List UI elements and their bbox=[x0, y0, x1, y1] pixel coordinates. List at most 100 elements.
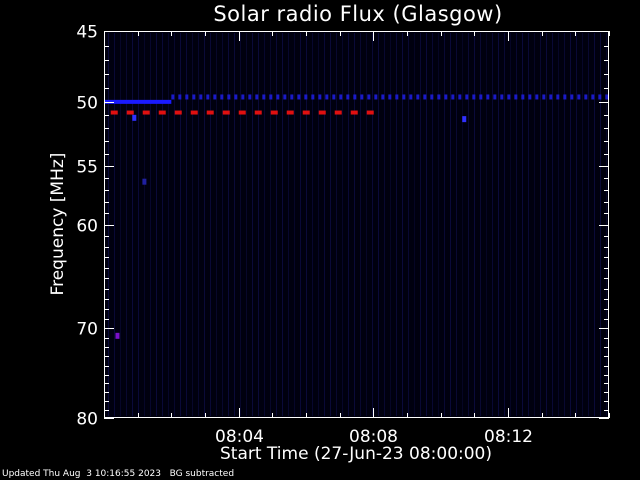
emission-band-dot bbox=[346, 94, 350, 100]
emission-band-dot bbox=[500, 94, 504, 100]
noise-stripe bbox=[144, 33, 145, 416]
emission-band-dash bbox=[254, 110, 262, 115]
emission-band-dot bbox=[465, 94, 469, 100]
emission-band-dot bbox=[577, 94, 581, 100]
noise-stripe bbox=[120, 33, 121, 416]
noise-stripe bbox=[174, 33, 175, 416]
emission-band-dot bbox=[479, 94, 483, 100]
noise-stripe bbox=[180, 33, 181, 416]
emission-band-dot bbox=[339, 94, 343, 100]
updated-timestamp: Updated Thu Aug 3 10:16:55 2023 bbox=[2, 469, 162, 479]
noise-stripe bbox=[402, 33, 403, 416]
noise-stripe bbox=[516, 33, 517, 416]
emission-band-dash bbox=[190, 110, 198, 115]
noise-stripe bbox=[282, 33, 283, 416]
noise-stripe bbox=[132, 33, 133, 416]
x-tick-label: 08:12 bbox=[484, 427, 533, 447]
noise-stripe bbox=[336, 33, 337, 416]
emission-band-dot bbox=[388, 94, 392, 100]
emission-band-dot bbox=[311, 94, 315, 100]
emission-band-dot bbox=[409, 94, 413, 100]
noise-stripe bbox=[420, 33, 421, 416]
emission-spot bbox=[462, 116, 467, 123]
y-tick-label: 60 bbox=[76, 217, 98, 237]
noise-stripe bbox=[384, 33, 385, 416]
noise-stripe bbox=[168, 33, 169, 416]
noise-stripe bbox=[456, 33, 457, 416]
emission-band-dot bbox=[381, 94, 385, 100]
y-tick-label: 80 bbox=[76, 410, 98, 430]
noise-stripe bbox=[492, 33, 493, 416]
noise-stripe bbox=[564, 33, 565, 416]
noise-stripe bbox=[366, 33, 367, 416]
emission-band-dot bbox=[507, 94, 511, 100]
bg-subtracted-note: BG subtracted bbox=[169, 469, 235, 479]
noise-stripe bbox=[504, 33, 505, 416]
emission-band-dash bbox=[350, 110, 358, 115]
emission-band-dash bbox=[110, 110, 118, 115]
noise-stripe bbox=[270, 33, 271, 416]
plot-background bbox=[104, 31, 609, 418]
emission-band-dot bbox=[472, 94, 476, 100]
emission-band-dash bbox=[270, 110, 278, 115]
noise-stripe bbox=[360, 33, 361, 416]
noise-stripe bbox=[348, 33, 349, 416]
emission-band-dot bbox=[353, 94, 357, 100]
emission-band-dot bbox=[395, 94, 399, 100]
noise-stripe bbox=[588, 33, 589, 416]
emission-band-dot bbox=[213, 94, 217, 100]
emission-band-dot bbox=[584, 94, 588, 100]
noise-stripe bbox=[606, 33, 607, 416]
noise-stripe bbox=[342, 33, 343, 416]
emission-band-dot bbox=[283, 94, 287, 100]
noise-stripe bbox=[552, 33, 553, 416]
emission-band-dot bbox=[591, 94, 595, 100]
y-tick-label: 45 bbox=[76, 23, 98, 43]
noise-stripe bbox=[312, 33, 313, 416]
time-stripes bbox=[108, 33, 607, 416]
noise-stripe bbox=[156, 33, 157, 416]
y-axis-label: Frequency [MHz] bbox=[48, 152, 68, 296]
noise-stripe bbox=[390, 33, 391, 416]
emission-band-dot bbox=[262, 94, 266, 100]
footer-status: Updated Thu Aug 3 10:16:55 2023 BG subtr… bbox=[2, 469, 234, 479]
emission-band-dot bbox=[234, 94, 238, 100]
noise-stripe bbox=[498, 33, 499, 416]
noise-stripe bbox=[354, 33, 355, 416]
noise-stripe bbox=[300, 33, 301, 416]
emission-band-dot bbox=[486, 94, 490, 100]
emission-band-dot bbox=[178, 94, 182, 100]
emission-spot bbox=[115, 332, 120, 339]
x-axis: 08:04 08:08 08:12 bbox=[104, 31, 610, 447]
emission-band-dot bbox=[430, 94, 434, 100]
emission-band-dot bbox=[402, 94, 406, 100]
emission-band-dash bbox=[174, 110, 182, 115]
noise-stripe bbox=[108, 33, 109, 416]
noise-stripe bbox=[510, 33, 511, 416]
emission-spot bbox=[142, 178, 147, 185]
y-tick-label: 70 bbox=[76, 320, 98, 340]
emission-band-dash bbox=[302, 110, 310, 115]
noise-stripe bbox=[162, 33, 163, 416]
noise-stripe bbox=[264, 33, 265, 416]
emission-spot bbox=[132, 114, 137, 121]
noise-stripe bbox=[228, 33, 229, 416]
noise-stripe bbox=[138, 33, 139, 416]
noise-stripe bbox=[576, 33, 577, 416]
noise-stripe bbox=[192, 33, 193, 416]
emission-band-dot bbox=[325, 94, 329, 100]
emission-band-solid bbox=[104, 99, 172, 104]
noise-stripe bbox=[330, 33, 331, 416]
noise-stripe bbox=[150, 33, 151, 416]
emission-band-dot bbox=[556, 94, 560, 100]
emission-band-dot bbox=[535, 94, 539, 100]
noise-stripe bbox=[468, 33, 469, 416]
emission-band-dot bbox=[444, 94, 448, 100]
emission-band-dot bbox=[269, 94, 273, 100]
emission-band-dot bbox=[493, 94, 497, 100]
noise-stripe bbox=[246, 33, 247, 416]
noise-stripe bbox=[546, 33, 547, 416]
emission-band-dot bbox=[206, 94, 210, 100]
emission-band-dash bbox=[222, 110, 230, 115]
